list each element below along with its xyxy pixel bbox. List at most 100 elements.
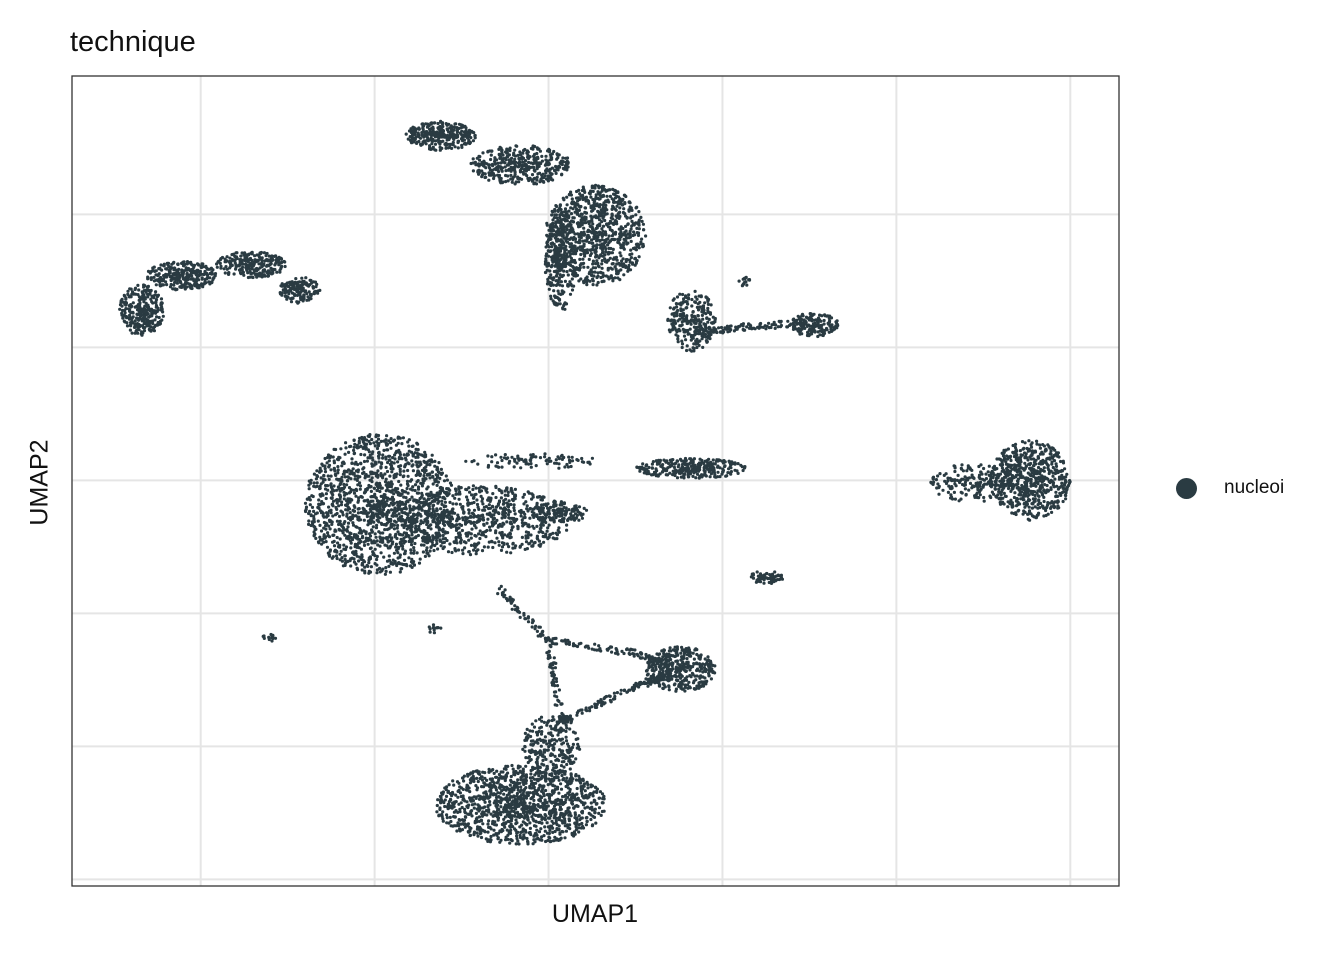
point	[404, 562, 408, 567]
point	[381, 531, 385, 535]
point	[327, 463, 332, 467]
point	[384, 569, 388, 574]
point	[497, 772, 501, 777]
point	[425, 510, 429, 514]
point	[329, 490, 333, 494]
point	[682, 653, 686, 658]
point	[527, 523, 531, 527]
point	[441, 514, 445, 518]
point	[565, 523, 569, 527]
point	[348, 515, 353, 520]
point	[336, 458, 340, 462]
point	[491, 524, 495, 528]
point	[473, 545, 477, 550]
point	[497, 543, 501, 547]
point	[518, 150, 522, 154]
point	[375, 557, 379, 562]
point	[505, 147, 509, 151]
point	[366, 486, 370, 490]
point	[413, 536, 417, 540]
point	[335, 488, 339, 492]
point	[459, 541, 463, 545]
point	[563, 820, 567, 824]
point	[521, 791, 525, 796]
point	[532, 798, 536, 803]
point	[534, 719, 538, 723]
point	[340, 524, 344, 528]
point	[513, 172, 517, 176]
point	[525, 151, 529, 155]
point	[693, 648, 697, 652]
point	[546, 526, 550, 530]
point	[508, 146, 512, 150]
point	[535, 833, 539, 837]
point	[485, 490, 489, 494]
point	[398, 553, 402, 557]
point	[412, 563, 416, 567]
point	[397, 532, 401, 536]
point	[337, 514, 342, 519]
point	[566, 786, 570, 790]
point	[695, 668, 699, 673]
point	[470, 803, 474, 807]
point	[497, 511, 501, 516]
point	[667, 688, 671, 692]
point	[416, 131, 420, 135]
point	[539, 732, 544, 736]
point	[389, 483, 393, 487]
point	[388, 441, 393, 445]
point	[590, 784, 595, 788]
point	[434, 479, 438, 483]
point	[396, 523, 400, 528]
point	[545, 821, 549, 825]
point	[312, 518, 316, 523]
point	[518, 160, 522, 164]
point	[513, 803, 517, 807]
point	[486, 498, 490, 502]
point	[404, 132, 408, 136]
point	[497, 540, 501, 544]
point	[479, 163, 483, 167]
point	[486, 783, 490, 787]
point	[706, 655, 710, 659]
point	[352, 560, 357, 564]
point	[390, 536, 394, 541]
point	[496, 791, 500, 795]
point	[698, 676, 702, 680]
point	[675, 651, 679, 656]
point	[415, 516, 419, 521]
point	[475, 776, 479, 781]
point	[390, 470, 394, 474]
point	[414, 529, 418, 534]
point	[446, 522, 451, 526]
point	[445, 133, 450, 137]
point	[508, 510, 512, 514]
point	[537, 717, 542, 721]
point	[433, 514, 437, 518]
point	[423, 477, 427, 481]
point	[417, 507, 421, 511]
point	[394, 489, 398, 494]
point	[496, 816, 500, 820]
point	[506, 513, 511, 517]
point	[436, 131, 440, 135]
point	[438, 486, 442, 490]
point	[457, 548, 461, 552]
point	[540, 835, 544, 839]
point	[585, 819, 589, 824]
point	[340, 464, 344, 468]
point	[506, 155, 510, 159]
point	[352, 451, 357, 455]
point	[359, 530, 363, 534]
point	[337, 522, 341, 527]
point	[471, 512, 475, 516]
point	[407, 438, 411, 442]
point	[518, 797, 522, 801]
point	[369, 546, 373, 550]
point	[376, 475, 380, 479]
point	[520, 177, 524, 181]
point	[337, 504, 341, 508]
point	[547, 796, 552, 800]
point	[501, 810, 505, 814]
point	[416, 533, 420, 538]
